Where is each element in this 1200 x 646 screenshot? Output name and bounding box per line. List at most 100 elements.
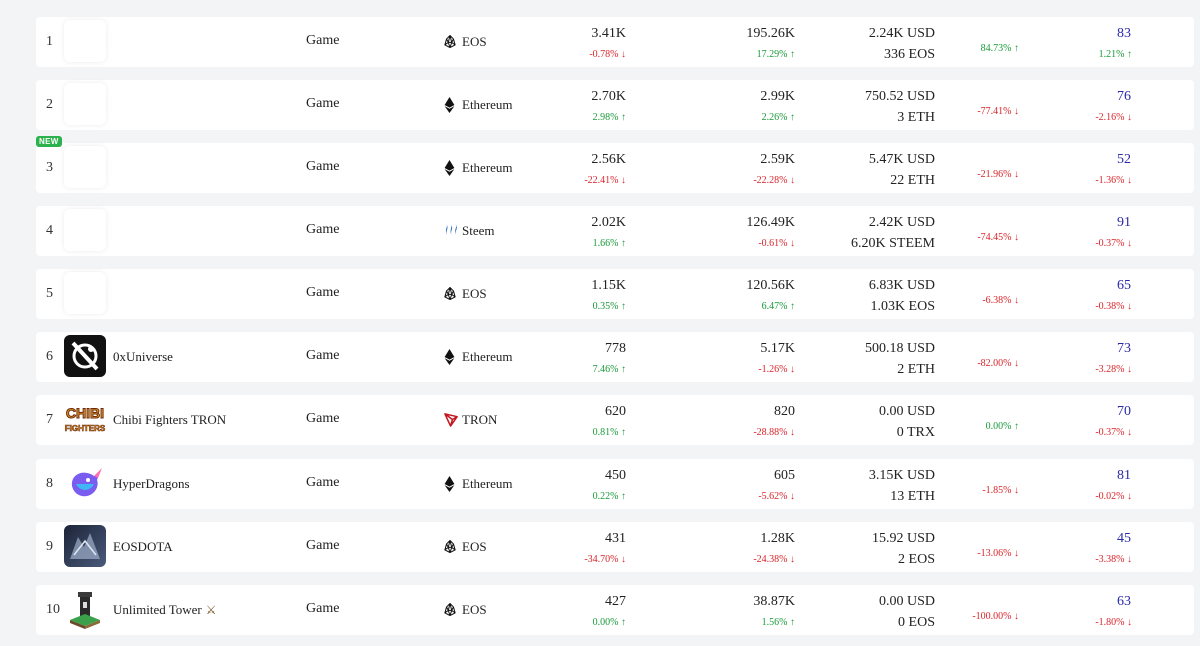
table-row[interactable]: NEW 3 Game Ethereum 2.56K -22.41% ↓ 2.59K -22.2… [36,136,1194,193]
table-row[interactable]: 2 Game Ethereum 2.70K 2.98% ↑ 2.99K 2.26% ↑ 750… [36,80,1194,130]
category-label: Game [306,348,340,363]
volume-change: -100.00% ↓ [972,611,1019,622]
users-value: 431 [605,531,626,546]
score-change: -1.80% ↓ [1095,617,1132,628]
volume-change: -13.06% ↓ [977,548,1019,559]
table-row[interactable]: 8 HyperDragons Game Ethereum 450 0.22% ↑ 605 -5… [36,459,1194,509]
transactions-value: 195.26K [746,26,795,41]
crossed-swords-icon: ⚔ [205,603,217,617]
transactions-change: 17.29% ↑ [756,49,795,60]
chain-label[interactable]: Ethereum [444,476,513,492]
volume-change: -74.45% ↓ [977,232,1019,243]
dapp-name[interactable]: Chibi Fighters TRON [113,412,226,428]
users-change: 0.00% ↑ [592,617,626,628]
category-label: Game [306,33,340,48]
transactions-change: 2.26% ↑ [761,112,795,123]
chain-label[interactable]: EOS [444,539,487,555]
score-change: 1.21% ↑ [1098,49,1132,60]
dapp-name[interactable]: Unlimited Tower ⚔ [113,602,217,618]
category-label: Game [306,285,340,300]
volume-change: -1.85% ↓ [982,485,1019,496]
table-row[interactable]: 4 Game Steem 2.02K 1.66% ↑ 126.49K -0.61% ↓ 2.4… [36,206,1194,256]
category-label: Game [306,475,340,490]
score-value: 45 [1117,531,1131,546]
volume-native: 22 ETH [890,173,935,188]
dapp-name[interactable]: EOSDOTA [113,539,173,555]
dapp-logo[interactable] [64,146,106,188]
chain-name: TRON [462,412,498,427]
users-value: 450 [605,468,626,483]
dapp-name-text: 0xUniverse [113,349,173,364]
eos-icon [444,539,458,555]
volume-usd: 0.00 USD [878,594,935,609]
dapp-logo[interactable] [64,20,106,62]
users-value: 1.15K [591,278,626,293]
dapp-name[interactable]: 0xUniverse [113,349,173,365]
transactions-value: 5.17K [760,341,795,356]
table-row[interactable]: 1 Game EOS 3.41K -0.78% ↓ 195.26K 17.29% ↑ 2.24… [36,17,1194,67]
volume-native: 3 ETH [897,110,935,125]
transactions-change: -22.28% ↓ [753,175,795,186]
dapp-name-text: Chibi Fighters TRON [113,412,227,427]
users-value: 778 [605,341,626,356]
table-row[interactable]: 10 Unlimited Tower ⚔ Game EOS 427 0.00% ↑ 38.87… [36,585,1194,635]
users-value: 2.02K [591,215,626,230]
volume-change: -82.00% ↓ [977,358,1019,369]
volume-change: -21.96% ↓ [977,169,1019,180]
rank-number: 6 [46,349,53,364]
dapp-logo[interactable] [64,272,106,314]
transactions-change: -5.62% ↓ [758,491,795,502]
transactions-value: 2.99K [760,89,795,104]
tron-icon [444,412,458,428]
dapp-logo[interactable]: CHIBI FIGHTERS [64,398,106,440]
chain-label[interactable]: TRON [444,412,497,428]
users-change: 2.98% ↑ [592,112,626,123]
users-change: -0.78% ↓ [589,49,626,60]
dapp-logo[interactable] [64,209,106,251]
dapp-logo[interactable] [64,462,106,504]
volume-usd: 15.92 USD [871,531,935,546]
category-label: Game [306,159,340,174]
transactions-value: 2.59K [760,152,795,167]
volume-native: 2 EOS [898,552,935,567]
transactions-change: -24.38% ↓ [753,554,795,565]
volume-native: 0 TRX [896,425,935,440]
dapp-logo[interactable] [64,83,106,125]
chain-name: Ethereum [462,97,513,112]
chain-name: EOS [462,539,487,554]
chain-label[interactable]: Ethereum [444,349,513,365]
volume-usd: 5.47K USD [868,152,935,167]
users-value: 620 [605,404,626,419]
chain-label[interactable]: Ethereum [444,97,513,113]
chain-label[interactable]: Steem [444,223,495,239]
ethereum-icon [444,97,458,113]
score-value: 70 [1117,404,1131,419]
score-value: 83 [1117,26,1131,41]
dapp-logo[interactable] [64,588,106,630]
users-value: 3.41K [591,26,626,41]
chain-label[interactable]: EOS [444,286,487,302]
dapp-logo[interactable] [64,335,106,377]
score-change: -0.37% ↓ [1095,427,1132,438]
table-row[interactable]: 9 EOSDOTA Game EOS 431 -34.70% ↓ 1.28K -24.38% … [36,522,1194,572]
dapp-logo[interactable] [64,525,106,567]
chain-label[interactable]: Ethereum [444,160,513,176]
svg-text:FIGHTERS: FIGHTERS [65,424,106,433]
score-change: -0.02% ↓ [1095,491,1132,502]
category-label: Game [306,96,340,111]
transactions-value: 120.56K [746,278,795,293]
rank-number: 9 [46,539,53,554]
chain-label[interactable]: EOS [444,34,487,50]
users-value: 2.70K [591,89,626,104]
dapp-name[interactable]: HyperDragons [113,476,190,492]
eos-icon [444,602,458,618]
rank-number: 1 [46,34,53,49]
users-change: 7.46% ↑ [592,364,626,375]
table-row[interactable]: 7 CHIBI FIGHTERS Chibi Fighters TRON Game TRO… [36,395,1194,445]
table-row[interactable]: 5 Game EOS 1.15K 0.35% ↑ 120.56K 6.47% ↑ 6.83K … [36,269,1194,319]
transactions-change: -0.61% ↓ [758,238,795,249]
chain-label[interactable]: EOS [444,602,487,618]
rank-number: 8 [46,476,53,491]
category-label: Game [306,411,340,426]
table-row[interactable]: 6 0xUniverse Game Ethereum 778 7.46% ↑ 5.17K -1… [36,332,1194,382]
